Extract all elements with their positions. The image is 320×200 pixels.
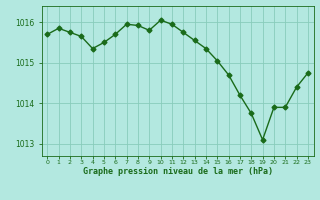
X-axis label: Graphe pression niveau de la mer (hPa): Graphe pression niveau de la mer (hPa) <box>83 167 273 176</box>
